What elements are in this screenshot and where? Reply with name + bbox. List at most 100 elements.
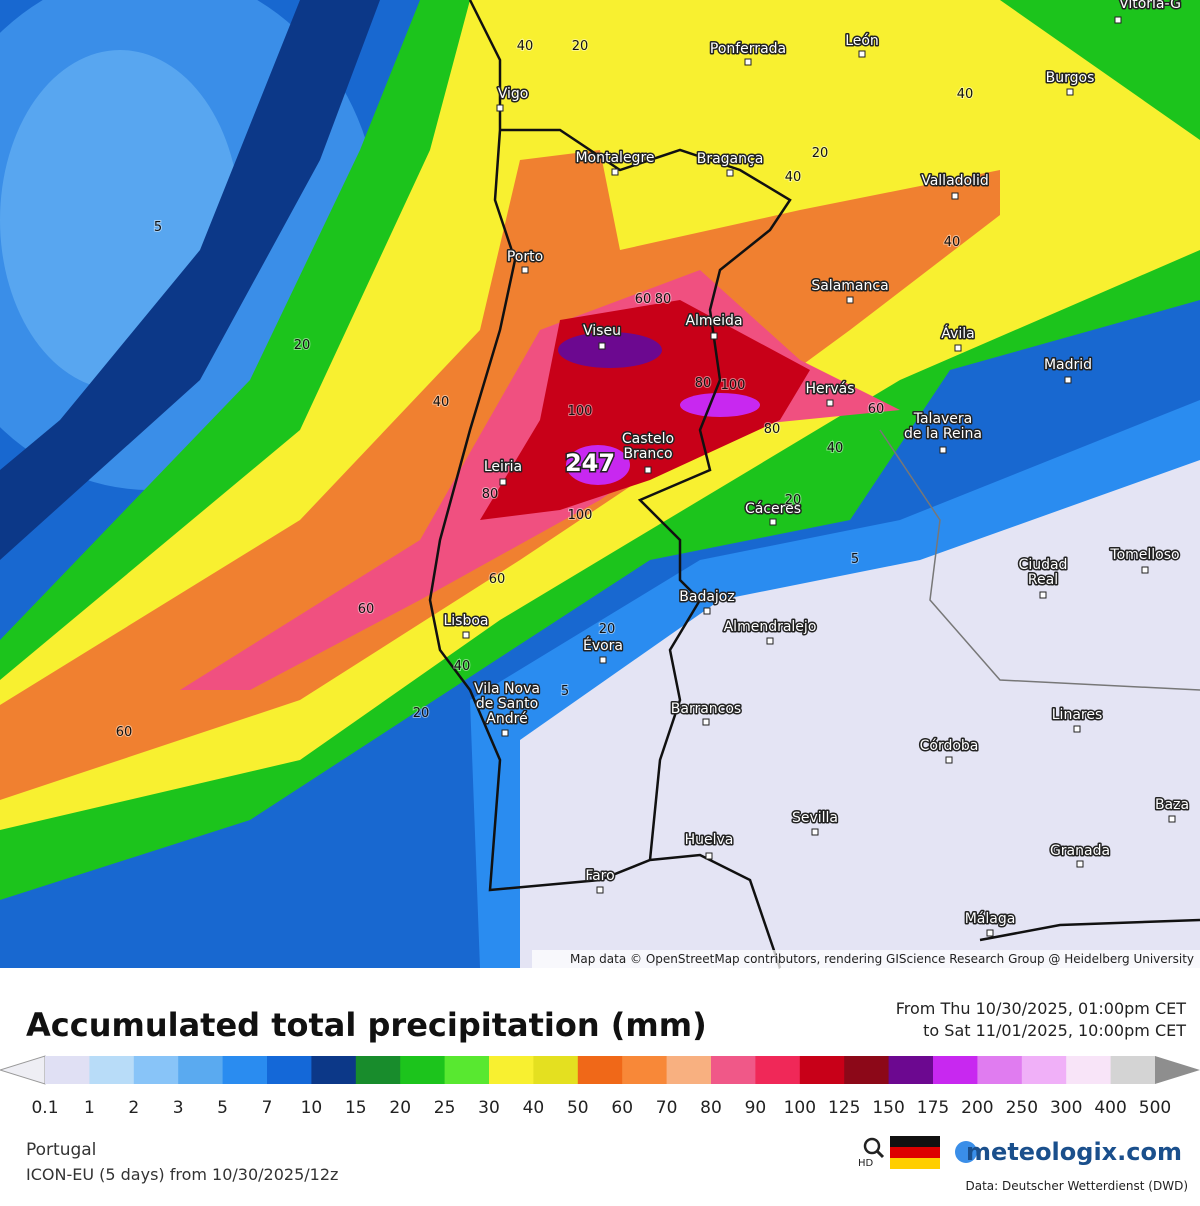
city-dot xyxy=(1039,591,1047,599)
precip-peak xyxy=(680,393,760,417)
legend-tick: 0.1 xyxy=(31,1098,58,1118)
legend-high-arrow xyxy=(1155,1056,1200,1084)
city-dot xyxy=(986,929,994,937)
city-dot xyxy=(1114,16,1122,24)
legend-swatch xyxy=(1110,1056,1156,1084)
contour-label: 80 xyxy=(655,292,672,307)
legend-tick: 50 xyxy=(567,1098,589,1118)
contour-label: 40 xyxy=(517,39,534,54)
city-label: Cáceres xyxy=(745,501,801,517)
region: Portugal xyxy=(26,1140,96,1160)
legend-tick: 20 xyxy=(389,1098,411,1118)
legend-swatch xyxy=(844,1056,890,1084)
city-dot xyxy=(826,399,834,407)
city-label: Hervás xyxy=(805,381,854,397)
contour-label: 100 xyxy=(721,378,746,393)
city-label: Almeida xyxy=(685,313,742,329)
coastline xyxy=(428,0,782,969)
city-label: León xyxy=(845,33,879,49)
city-dot xyxy=(644,466,652,474)
legend-swatch xyxy=(355,1056,401,1084)
contour-label: 5 xyxy=(154,220,162,235)
svg-text:HD: HD xyxy=(858,1158,874,1169)
contour-label: 40 xyxy=(433,395,450,410)
city-label: de la Reina xyxy=(904,426,982,442)
period-start: From Thu 10/30/2025, 01:00pm CET xyxy=(896,999,1186,1018)
period-end: to Sat 11/01/2025, 10:00pm CET xyxy=(923,1021,1186,1040)
contour-label: 80 xyxy=(695,376,712,391)
legend-tick: 400 xyxy=(1094,1098,1126,1118)
city-dot xyxy=(499,478,507,486)
legend-swatch xyxy=(666,1056,712,1084)
city-label: Vila Nova xyxy=(474,681,540,697)
legend-swatch xyxy=(1021,1056,1067,1084)
city-dot xyxy=(954,344,962,352)
city-label: Lisboa xyxy=(443,613,488,629)
precip-peak xyxy=(566,445,630,485)
legend-swatch xyxy=(977,1056,1023,1084)
model-run: ICON-EU (5 days) from 10/30/2025/12z xyxy=(26,1165,338,1184)
city-dot xyxy=(501,729,509,737)
legend-swatch xyxy=(933,1056,978,1084)
data-source: Data: Deutscher Wetterdienst (DWD) xyxy=(965,1179,1188,1193)
legend-tick: 2 xyxy=(128,1098,139,1118)
legend-tick: 125 xyxy=(828,1098,860,1118)
dry-area xyxy=(520,460,1200,968)
contour-label: 60 xyxy=(489,572,506,587)
contour-label: 20 xyxy=(785,493,802,508)
city-label: Huelva xyxy=(685,832,734,848)
legend-swatch xyxy=(89,1056,135,1084)
city-label: Talavera xyxy=(913,411,973,427)
contour-label: 20 xyxy=(599,622,616,637)
legend-swatch xyxy=(133,1056,179,1084)
border xyxy=(500,128,792,861)
city-label: Baza xyxy=(1155,797,1189,813)
city-dot xyxy=(858,50,866,58)
city-label: Vitoria-G xyxy=(1119,0,1181,12)
city-label: Faro xyxy=(585,868,614,884)
city-dot xyxy=(1064,376,1072,384)
legend-tick: 300 xyxy=(1050,1098,1082,1118)
contour-label: 40 xyxy=(785,170,802,185)
legend-swatch xyxy=(799,1056,845,1084)
city-dot xyxy=(766,637,774,645)
max-label: 247 xyxy=(565,449,615,477)
city-label: Málaga xyxy=(965,911,1016,927)
city-dot xyxy=(1073,725,1081,733)
city-dot xyxy=(939,446,947,454)
legend-tick: 10 xyxy=(301,1098,323,1118)
legend-tick: 200 xyxy=(961,1098,993,1118)
attribution: Map data © OpenStreetMap contributors, r… xyxy=(570,952,1194,966)
city-label: Bragança xyxy=(697,151,764,167)
city-label: Évora xyxy=(583,637,623,654)
city-dot xyxy=(703,607,711,615)
city-label: Valladolid xyxy=(921,173,989,189)
city-dot xyxy=(945,756,953,764)
legend-tick: 100 xyxy=(784,1098,816,1118)
legend-swatch xyxy=(533,1056,579,1084)
legend-swatch xyxy=(45,1056,90,1084)
city-dot xyxy=(496,104,504,112)
contour-label: 40 xyxy=(827,441,844,456)
city-label: Leiria xyxy=(484,459,522,475)
city-label: Badajoz xyxy=(679,589,734,605)
brand: meteologix.com xyxy=(966,1138,1182,1166)
city-label: Castelo xyxy=(622,431,674,447)
legend-swatch xyxy=(489,1056,534,1084)
legend-tick: 15 xyxy=(345,1098,367,1118)
map: Vitoria-G Ponferrada León Burgos Vigo Montale… xyxy=(0,0,1200,969)
legend-tick: 40 xyxy=(523,1098,545,1118)
legend-swatch xyxy=(267,1056,312,1084)
city-label: Córdoba xyxy=(920,738,979,754)
city-dot xyxy=(846,296,854,304)
legend-tick: 1 xyxy=(84,1098,95,1118)
city-label: Viseu xyxy=(583,323,621,339)
city-label: Branco xyxy=(623,446,672,462)
city-label: Ciudad xyxy=(1019,557,1068,573)
city-label: Almendralejo xyxy=(724,619,817,635)
city-dot xyxy=(599,656,607,664)
city-label: Linares xyxy=(1052,707,1103,723)
legend-tick: 7 xyxy=(262,1098,273,1118)
city-label: Ávila xyxy=(941,325,974,342)
